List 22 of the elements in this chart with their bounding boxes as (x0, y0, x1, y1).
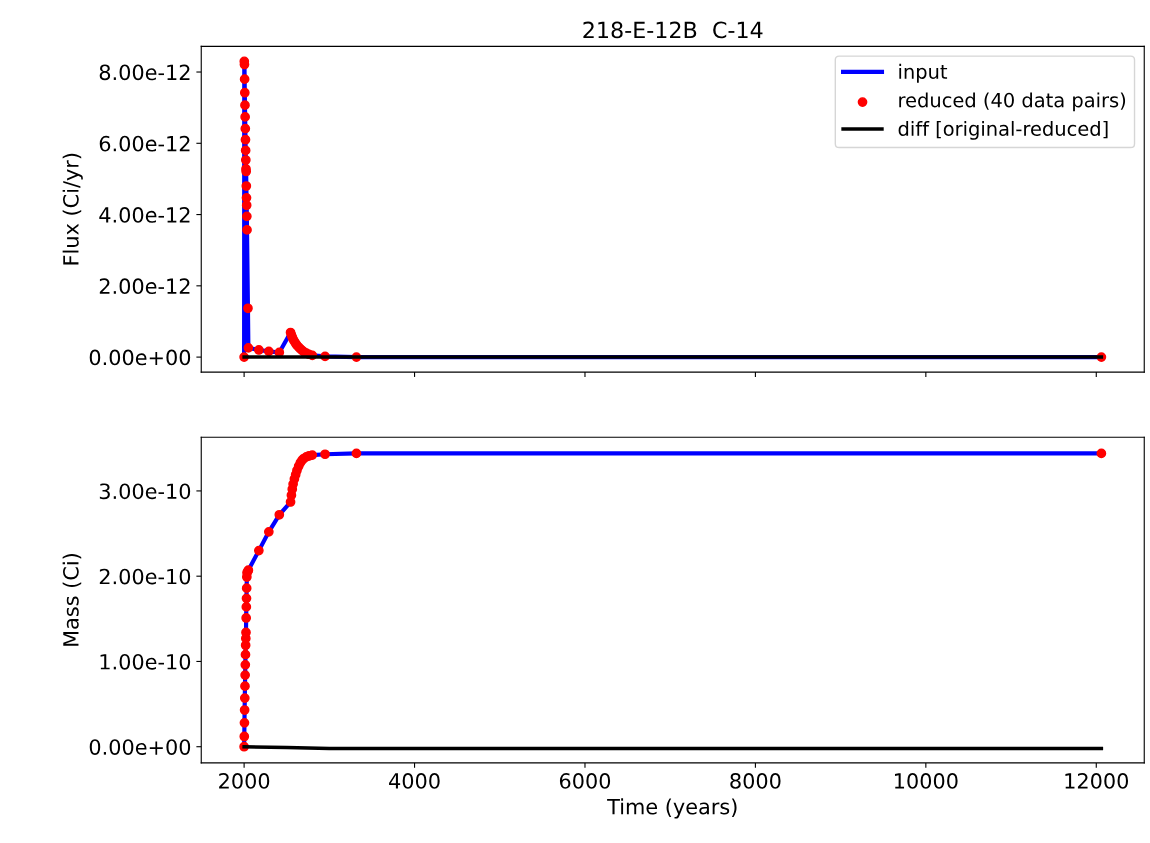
chart-title: 218-E-12B C-14 (583, 21, 763, 39)
y-tick-label: 4.00e-12 (99, 207, 190, 223)
y-tick-label: 6.00e-12 (99, 135, 190, 152)
y-tick-label: 0.00e+00 (89, 739, 191, 755)
y-tick-label: 1.00e-10 (100, 653, 191, 670)
legend-label: diff [original-reduced] (898, 120, 1108, 140)
x-axis-title: Time (years) (607, 798, 737, 819)
y-tick-label: 3.00e-10 (99, 483, 191, 500)
legend-label: reduced (40 data pairs) (899, 92, 1126, 112)
x-tick-label: 4000 (389, 773, 440, 789)
legend-label: input (899, 63, 948, 83)
x-tick-label: 12000 (1065, 773, 1129, 789)
y-axis-title: Mass (Ci) (62, 554, 82, 646)
x-tick-label: 10000 (894, 773, 958, 789)
y-axis-title: Flux (Ci/yr) (62, 153, 83, 265)
x-tick-label: 8000 (730, 773, 781, 789)
y-tick-label: 2.00e-12 (99, 278, 190, 295)
x-tick-label: 6000 (559, 773, 611, 789)
y-tick-label: 2.00e-10 (99, 568, 191, 585)
y-tick-label: 8.00e-12 (99, 64, 190, 81)
y-tick-label: 0.00e+00 (89, 349, 191, 366)
x-tick-label: 2000 (219, 773, 270, 789)
